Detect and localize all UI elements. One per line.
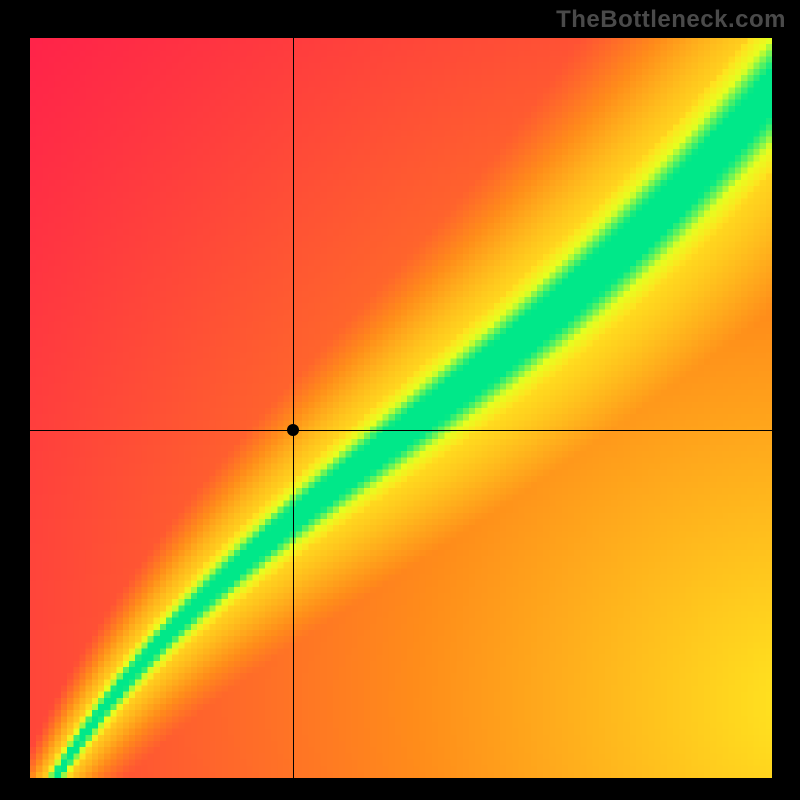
plot-area: [30, 38, 772, 778]
heatmap-canvas: [30, 38, 772, 778]
crosshair-vertical: [293, 38, 294, 778]
crosshair-marker[interactable]: [287, 424, 299, 436]
watermark-text: TheBottleneck.com: [556, 6, 786, 34]
crosshair-horizontal: [30, 430, 772, 431]
plot-frame: [30, 38, 772, 778]
chart-container: TheBottleneck.com: [0, 0, 800, 800]
